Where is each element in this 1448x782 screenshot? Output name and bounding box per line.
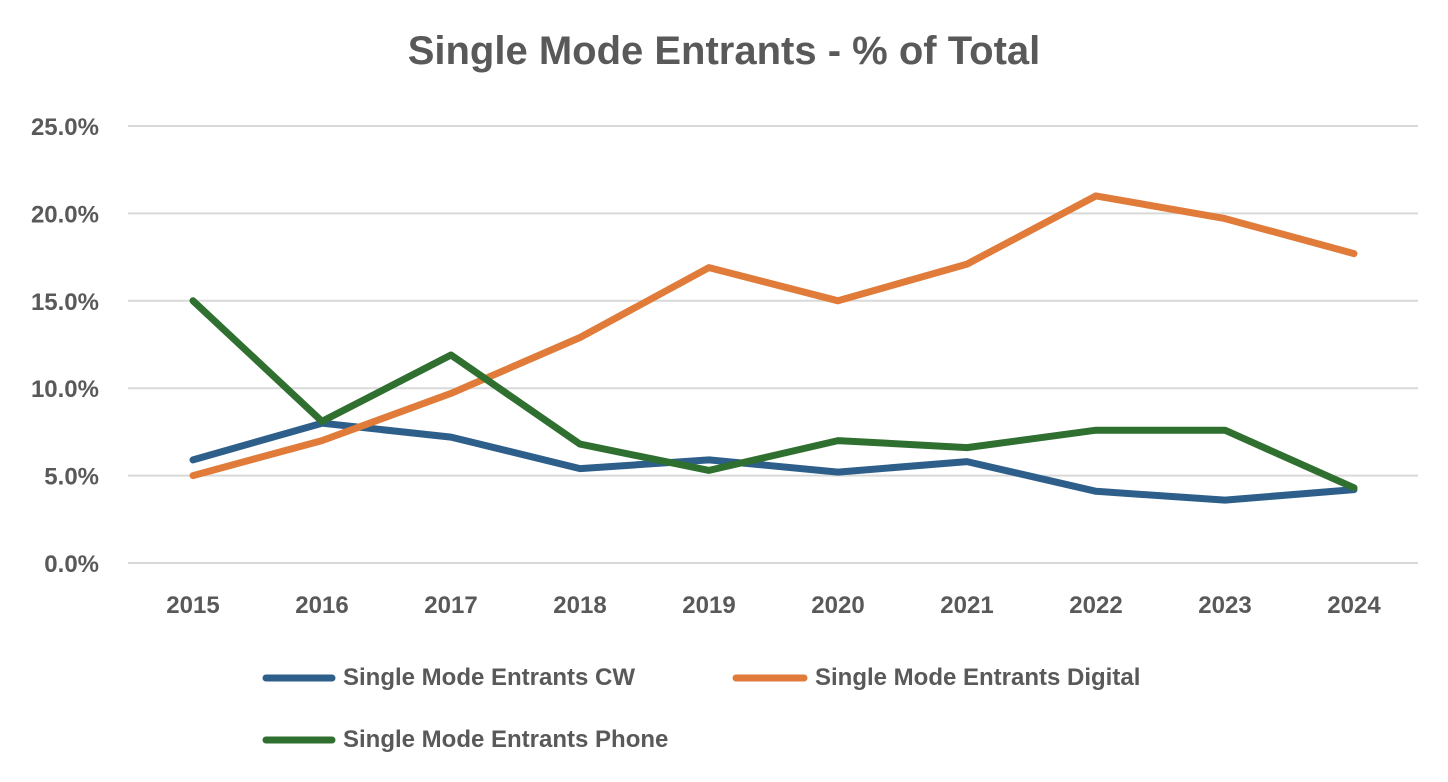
x-tick-label: 2024 [1327, 592, 1381, 619]
x-axis-tick-labels: 2015 2016 2017 2018 2019 2020 2021 2022 2023 2024 [166, 592, 1381, 619]
legend-item: Single Mode Entrants CW [262, 664, 635, 691]
y-tick-label: 25.0% [31, 114, 99, 141]
x-tick-label: 2020 [811, 592, 864, 619]
legend-item: Single Mode Entrants Phone [262, 726, 668, 753]
y-tick-label: 5.0% [44, 464, 99, 491]
series-lines [189, 192, 1358, 504]
legend: Single Mode Entrants CW Single Mode Entra… [262, 664, 1140, 753]
legend-label: Single Mode Entrants CW [343, 664, 635, 691]
legend-label: Single Mode Entrants Digital [815, 664, 1140, 691]
y-axis-tick-labels: 0.0% 5.0% 10.0% 15.0% 20.0% 25.0% [31, 114, 99, 578]
y-tick-label: 20.0% [31, 201, 99, 228]
y-tick-label: 15.0% [31, 289, 99, 316]
y-tick-label: 10.0% [31, 376, 99, 403]
x-tick-label: 2017 [424, 592, 477, 619]
x-tick-label: 2015 [166, 592, 219, 619]
x-tick-label: 2019 [682, 592, 735, 619]
x-tick-label: 2023 [1198, 592, 1251, 619]
x-tick-label: 2016 [295, 592, 348, 619]
y-tick-label: 0.0% [44, 551, 99, 578]
legend-label: Single Mode Entrants Phone [343, 726, 668, 753]
series-line-single-mode-entrants-digital [189, 192, 1358, 480]
chart-title: Single Mode Entrants - % of Total [408, 29, 1041, 73]
series-line-single-mode-entrants-cw [189, 419, 1358, 504]
series-line-single-mode-entrants-phone [189, 297, 1358, 492]
gridlines [128, 125, 1418, 564]
x-tick-label: 2018 [553, 592, 606, 619]
x-tick-label: 2021 [940, 592, 993, 619]
legend-item: Single Mode Entrants Digital [732, 664, 1140, 691]
x-tick-label: 2022 [1069, 592, 1122, 619]
